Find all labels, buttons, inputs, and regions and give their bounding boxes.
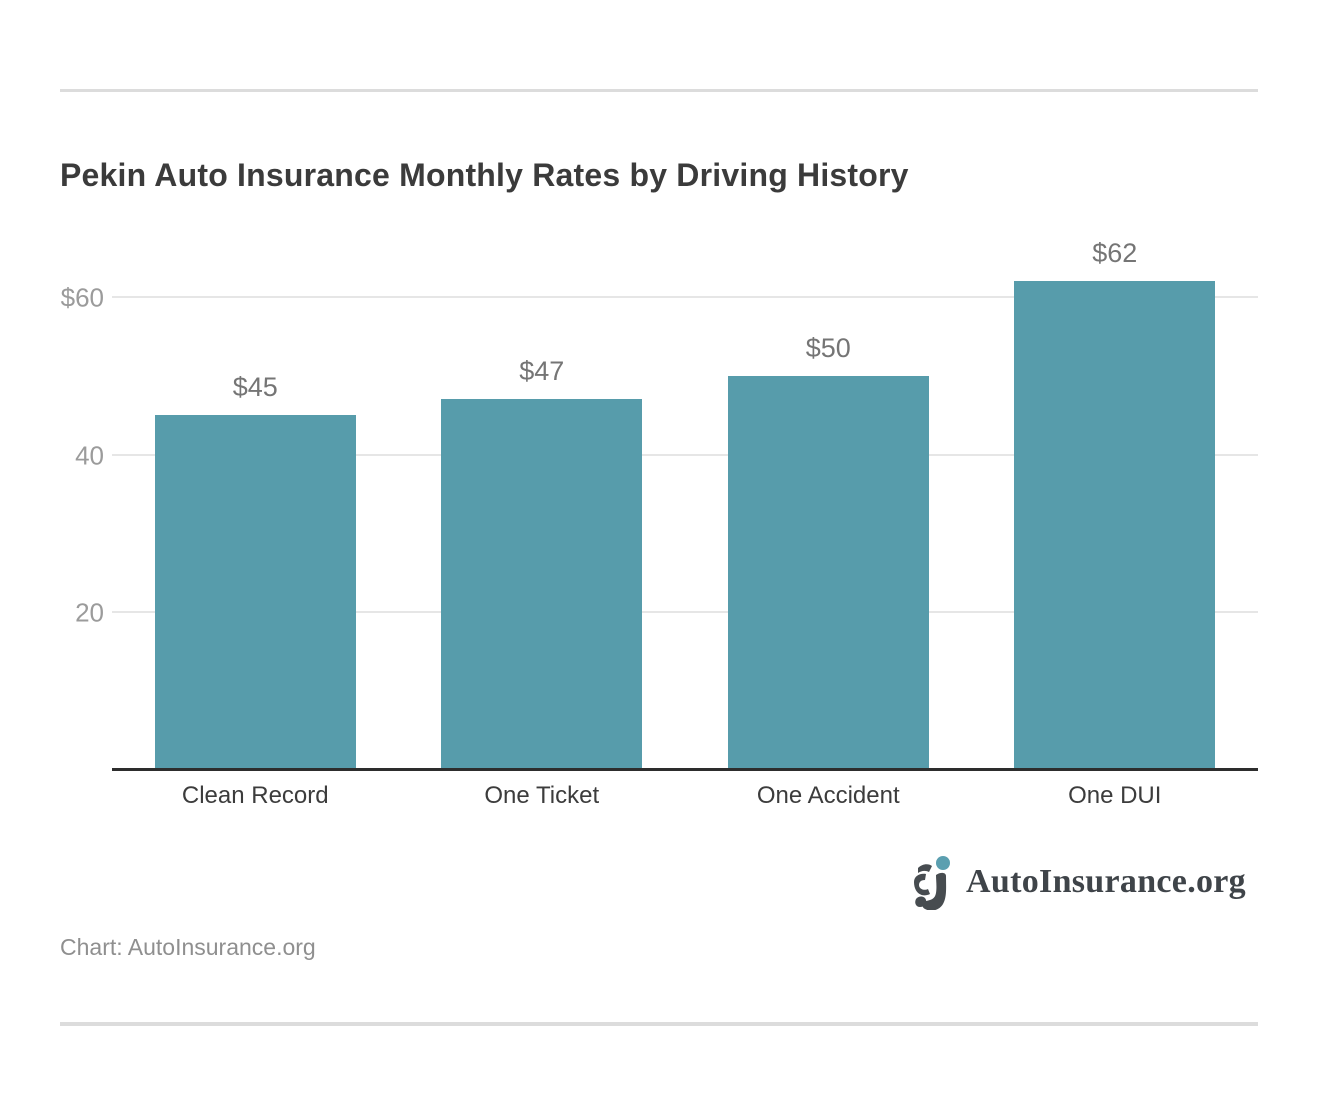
gridline-60 [112,296,1258,298]
bar-value-label: $45 [232,372,278,402]
chart-title: Pekin Auto Insurance Monthly Rates by Dr… [60,157,909,193]
x-axis-category-label: One Ticket [484,782,600,809]
x-axis-category-label: One DUI [1068,782,1162,809]
bar-value-label: $50 [805,333,851,363]
y-axis-tick-label: 20 [75,597,104,628]
bar-one-ticket [441,399,642,770]
x-axis-category-label: Clean Record [181,782,329,809]
bar-clean-record [155,415,356,770]
x-axis-line [112,768,1258,771]
bar-value-label: $47 [519,356,565,386]
chart-attribution: Chart: AutoInsurance.org [60,934,316,960]
gridline-40 [112,453,1258,456]
bar-value-label: $62 [1092,238,1138,268]
bar-one-accident [728,376,929,770]
brand-logo-text: AutoInsurance.org [966,863,1246,900]
bar-one-dui [1014,281,1215,770]
gridline-20 [112,611,1258,614]
x-axis-category-label: One Accident [756,782,900,809]
top-divider [60,89,1258,92]
y-axis-tick-label: $60 [60,282,104,313]
bottom-divider [60,1022,1258,1026]
brand-logo: AutoInsurance.org [911,854,1246,910]
aj-logo-icon [914,856,951,910]
y-axis-tick-label: 40 [75,440,104,471]
